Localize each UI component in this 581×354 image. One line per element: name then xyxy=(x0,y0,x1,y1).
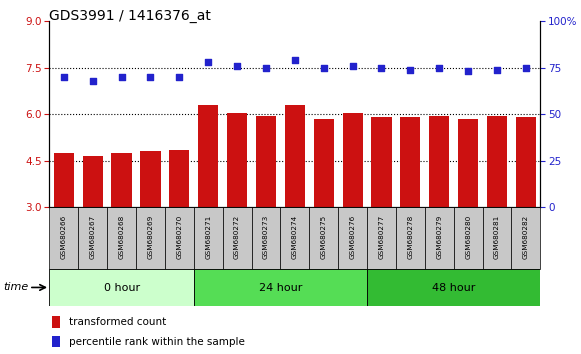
Bar xyxy=(83,156,103,207)
Point xyxy=(261,65,271,70)
Text: 0 hour: 0 hour xyxy=(103,282,139,293)
Text: transformed count: transformed count xyxy=(69,317,167,327)
Bar xyxy=(516,117,536,207)
Point xyxy=(348,63,357,69)
Text: 24 hour: 24 hour xyxy=(259,282,302,293)
Bar xyxy=(52,316,60,328)
Bar xyxy=(343,113,363,207)
Text: GSM680280: GSM680280 xyxy=(465,215,471,259)
Bar xyxy=(371,117,392,207)
Bar xyxy=(367,207,396,269)
Text: GDS3991 / 1416376_at: GDS3991 / 1416376_at xyxy=(49,9,211,23)
Point xyxy=(290,57,300,63)
Bar xyxy=(198,105,218,207)
Bar xyxy=(256,116,276,207)
Bar xyxy=(252,207,281,269)
Text: GSM680273: GSM680273 xyxy=(263,215,269,259)
Text: percentile rank within the sample: percentile rank within the sample xyxy=(69,337,245,347)
Point xyxy=(88,78,98,84)
Bar xyxy=(338,207,367,269)
Bar xyxy=(400,117,421,207)
Point xyxy=(377,65,386,70)
Text: GSM680272: GSM680272 xyxy=(234,215,240,259)
Bar xyxy=(425,207,454,269)
Point xyxy=(464,69,473,74)
Bar xyxy=(49,269,194,306)
Bar xyxy=(454,207,483,269)
Bar xyxy=(194,269,367,306)
Point xyxy=(146,74,155,80)
Bar xyxy=(52,336,60,347)
Point xyxy=(406,67,415,73)
Text: time: time xyxy=(3,282,28,292)
Point xyxy=(59,74,69,80)
Text: GSM680275: GSM680275 xyxy=(321,215,327,259)
Bar xyxy=(223,207,252,269)
Text: GSM680278: GSM680278 xyxy=(407,215,413,259)
Bar xyxy=(281,207,309,269)
Point xyxy=(435,65,444,70)
Text: GSM680270: GSM680270 xyxy=(177,215,182,259)
Point xyxy=(117,74,126,80)
Text: GSM680277: GSM680277 xyxy=(378,215,385,259)
Bar xyxy=(136,207,165,269)
Point xyxy=(203,59,213,65)
Point xyxy=(521,65,530,70)
Bar xyxy=(49,207,78,269)
Bar xyxy=(367,269,540,306)
Text: GSM680267: GSM680267 xyxy=(89,215,96,259)
Point xyxy=(232,63,242,69)
Bar xyxy=(429,116,449,207)
Point xyxy=(175,74,184,80)
Bar xyxy=(483,207,511,269)
Text: GSM680279: GSM680279 xyxy=(436,215,442,259)
Text: GSM680274: GSM680274 xyxy=(292,215,298,259)
Text: 48 hour: 48 hour xyxy=(432,282,475,293)
Bar xyxy=(107,207,136,269)
Bar xyxy=(194,207,223,269)
Bar xyxy=(396,207,425,269)
Text: GSM680269: GSM680269 xyxy=(148,215,153,259)
Bar xyxy=(141,152,160,207)
Bar xyxy=(165,207,194,269)
Point xyxy=(319,65,328,70)
Bar xyxy=(314,119,334,207)
Text: GSM680268: GSM680268 xyxy=(119,215,124,259)
Text: GSM680281: GSM680281 xyxy=(494,215,500,259)
Bar xyxy=(458,119,478,207)
Text: GSM680271: GSM680271 xyxy=(205,215,211,259)
Bar xyxy=(112,153,132,207)
Text: GSM680266: GSM680266 xyxy=(61,215,67,259)
Text: GSM680282: GSM680282 xyxy=(523,215,529,259)
Bar xyxy=(285,105,305,207)
Bar xyxy=(487,116,507,207)
Bar xyxy=(309,207,338,269)
Bar xyxy=(78,207,107,269)
Bar xyxy=(511,207,540,269)
Bar xyxy=(53,153,74,207)
Bar xyxy=(227,113,247,207)
Text: GSM680276: GSM680276 xyxy=(350,215,356,259)
Point xyxy=(492,67,501,73)
Bar xyxy=(169,150,189,207)
